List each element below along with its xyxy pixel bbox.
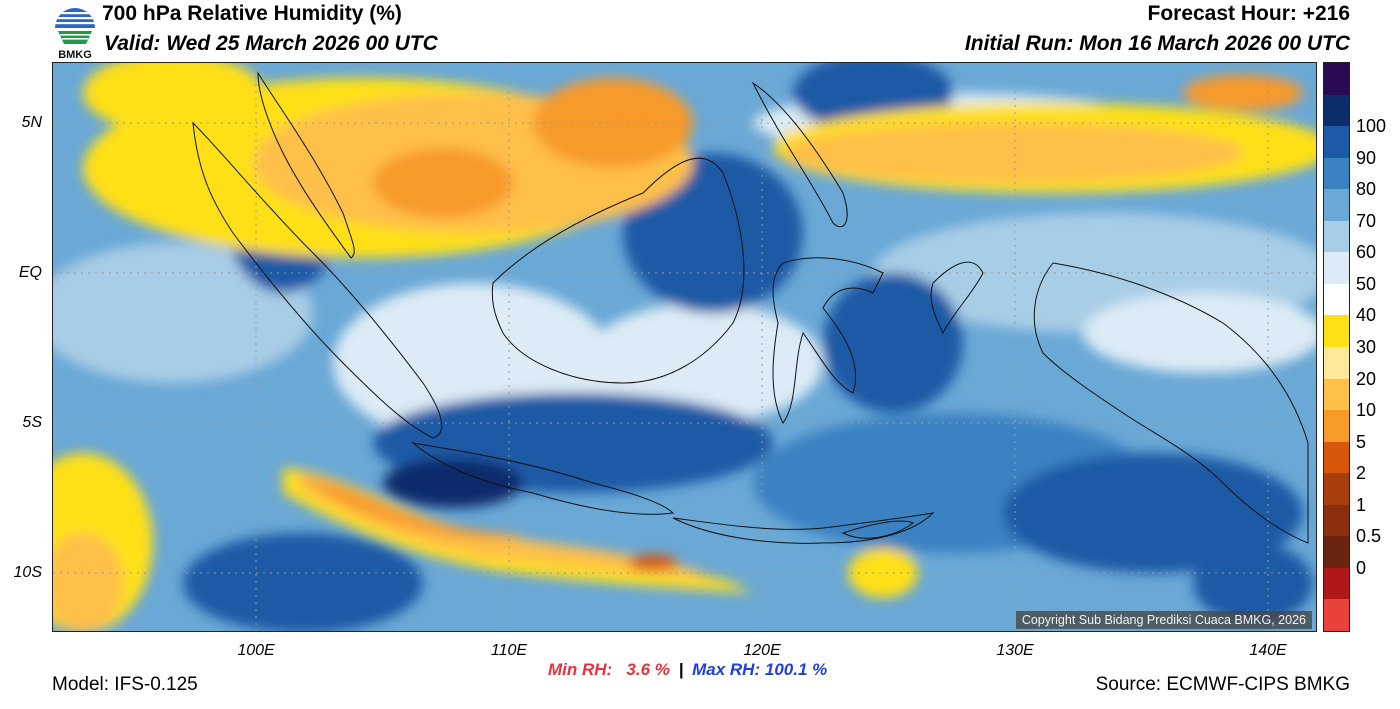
colorbar-label: 0.5 xyxy=(1356,526,1382,547)
colorbar-label: 50 xyxy=(1356,273,1377,294)
colorbar-segment xyxy=(1324,347,1349,380)
valid-time: Valid: Wed 25 March 2026 00 UTC xyxy=(104,32,438,55)
colorbar-label: 20 xyxy=(1356,368,1377,389)
colorbar-segment xyxy=(1324,473,1349,506)
sumatra-coast xyxy=(192,121,443,439)
colorbar-segment xyxy=(1324,378,1349,411)
colorbar-label: 30 xyxy=(1356,337,1377,357)
colorbar-label: 2 xyxy=(1356,463,1367,484)
sulawesi-coast xyxy=(772,257,884,424)
colorbar-label: 90 xyxy=(1356,147,1377,168)
colorbar-label: 100 xyxy=(1356,116,1387,137)
rh-stats: Min RH: 3.6 % | Max RH: 100.1 % xyxy=(548,660,827,680)
papua-coast xyxy=(1033,262,1309,544)
colorbar-segment xyxy=(1324,441,1349,474)
philippines-coast xyxy=(751,81,848,228)
colorbar-segment xyxy=(1324,315,1349,348)
max-rh-value: 100.1 % xyxy=(764,660,828,679)
colorbar-label: 5 xyxy=(1356,431,1367,452)
colorbar-segment xyxy=(1324,94,1349,127)
colorbar-segment xyxy=(1324,410,1349,443)
colorbar-segment xyxy=(1324,536,1349,569)
colorbar-segment xyxy=(1324,189,1349,222)
lat-label-5s: 5S xyxy=(22,414,42,431)
borneo-coast xyxy=(491,157,745,384)
lon-label-130e: 130E xyxy=(996,642,1034,659)
stats-separator: | xyxy=(678,660,684,679)
lon-label-120e: 120E xyxy=(743,642,781,659)
colorbar-label: 1 xyxy=(1356,494,1367,515)
source-label: Source: ECMWF-CIPS BMKG xyxy=(1095,674,1350,695)
colorbar-segment xyxy=(1324,504,1349,537)
colorbar-label: 60 xyxy=(1356,242,1377,263)
lon-label-110e: 110E xyxy=(490,642,528,659)
colorbar-segment xyxy=(1324,599,1349,632)
colorbar-segment xyxy=(1324,567,1349,600)
timor-coast xyxy=(841,520,914,539)
lat-label-5n: 5N xyxy=(21,114,42,131)
colorbar-label: 80 xyxy=(1356,179,1377,200)
map-title: 700 hPa Relative Humidity (%) xyxy=(102,2,402,25)
colorbar-segment xyxy=(1324,157,1349,190)
min-rh-value: 3.6 % xyxy=(626,660,670,679)
copyright-notice: Copyright Sub Bidang Prediksi Cuaca BMKG… xyxy=(1015,611,1312,629)
humidity-map xyxy=(52,62,1317,632)
dry-band xyxy=(283,468,753,593)
colorbar-label: 70 xyxy=(1356,210,1377,231)
nusa-tenggara-coast xyxy=(672,512,935,544)
forecast-hour: Forecast Hour: +216 xyxy=(1147,2,1351,25)
colorbar-label: 0 xyxy=(1356,557,1367,578)
colorbar-segment xyxy=(1324,252,1349,285)
lon-label-140e: 140E xyxy=(1249,642,1287,659)
initial-run: Initial Run: Mon 16 March 2026 00 UTC xyxy=(964,32,1350,55)
java-coast xyxy=(411,442,675,515)
humidity-field xyxy=(53,63,1316,631)
maluku-coast xyxy=(930,261,984,335)
colorbar-segment xyxy=(1324,283,1349,316)
colorbar-label: 10 xyxy=(1356,400,1377,421)
lon-label-100e: 100E xyxy=(237,642,275,659)
min-rh-label: Min RH: xyxy=(548,660,613,679)
lat-label-eq: EQ xyxy=(18,264,42,281)
bmkg-logo-icon: BMKG xyxy=(50,2,100,61)
colorbar-segment xyxy=(1324,126,1349,159)
max-rh-label: Max RH: xyxy=(692,660,761,679)
colorbar xyxy=(1323,62,1350,632)
colorbar-label: 40 xyxy=(1356,305,1377,326)
colorbar-segment xyxy=(1324,220,1349,253)
logo-text: BMKG xyxy=(58,49,92,60)
malay-coast xyxy=(257,71,355,259)
lat-label-10s: 10S xyxy=(13,564,42,581)
colorbar-segment xyxy=(1324,63,1349,96)
model-label: Model: IFS-0.125 xyxy=(52,674,198,695)
coastlines xyxy=(192,71,1309,544)
